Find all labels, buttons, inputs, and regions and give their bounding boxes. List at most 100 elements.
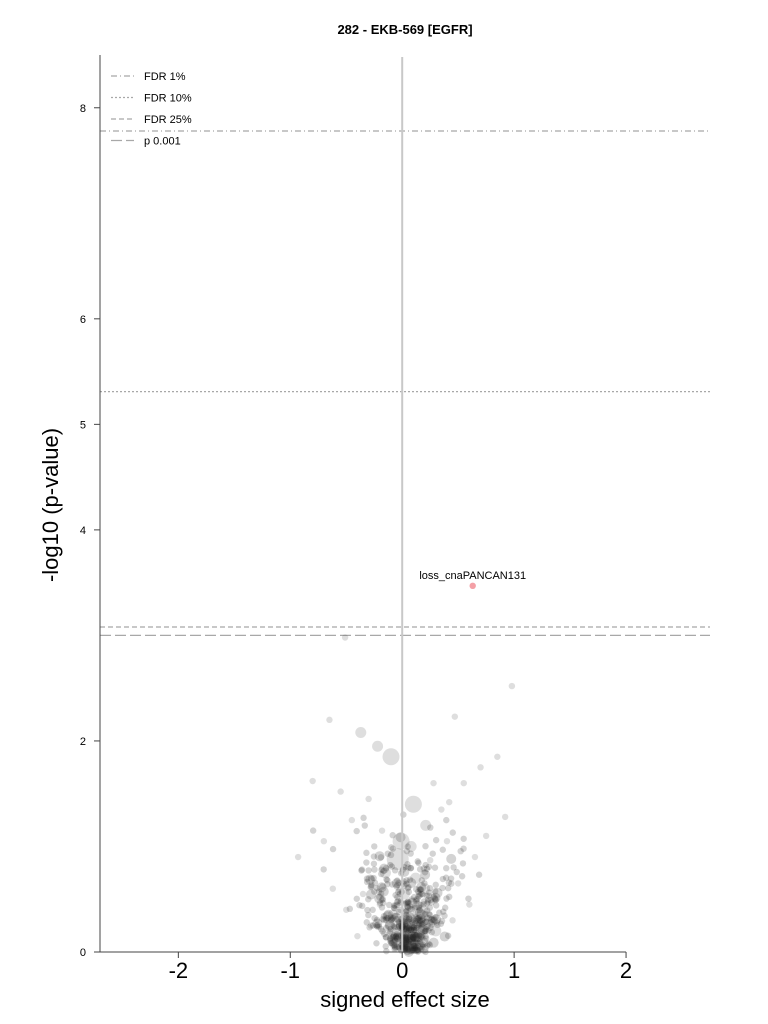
data-point [415,859,422,867]
data-point [413,924,420,931]
data-point [429,916,436,924]
data-point [409,946,416,954]
data-point [405,883,412,891]
data-point [402,936,409,944]
data-point [402,923,409,930]
data-point [460,845,467,852]
data-point [416,909,427,920]
data-point [436,909,443,916]
data-point [377,854,385,861]
data-point [410,926,418,934]
data-point [405,942,413,950]
data-point [408,925,416,932]
data-point [363,919,370,926]
data-point [379,895,386,903]
data-point [425,940,432,948]
data-point [426,856,434,864]
data-point [389,934,396,941]
data-point [422,918,430,925]
data-point [400,811,407,818]
data-point [439,846,446,853]
data-point [439,875,447,883]
data-point [395,918,402,925]
data-point [406,931,413,938]
data-point [425,910,433,918]
data-point [378,827,386,834]
data-point [365,889,376,900]
data-point [409,938,417,945]
data-point [410,916,417,923]
data-point [408,905,415,913]
data-point [423,865,431,873]
data-point [414,915,422,922]
data-point [376,893,383,901]
data-point [320,866,327,873]
data-point [360,814,367,822]
data-point [419,917,426,924]
data-point [430,779,437,787]
data-point [406,937,414,944]
data-point [432,887,443,898]
data-point [377,890,385,897]
data-point [415,893,422,900]
data-point [341,634,349,641]
data-point [320,837,328,845]
data-point [369,906,376,914]
data-point [459,860,467,867]
data-point [419,931,426,939]
data-point [410,942,418,950]
data-point [361,822,368,829]
data-point [421,928,428,935]
data-point [388,932,406,950]
data-point [401,943,409,950]
data-point [370,853,378,860]
data-point [395,920,406,931]
data-point [410,935,417,942]
data-point [387,914,395,921]
data-point [443,895,450,902]
y-tick-label-1: 2 [80,736,86,748]
data-point [359,902,366,910]
threshold-lines [100,130,710,637]
data-point [384,920,395,931]
data-point [387,939,395,947]
data-point [409,939,420,950]
data-point [427,915,438,926]
data-point [393,901,401,909]
data-point [405,926,413,933]
data-point [382,933,390,941]
data-point [446,893,453,901]
data-point [379,896,386,903]
data-point [380,912,388,920]
data-point [405,925,412,932]
data-point [410,872,422,884]
y-tick-label-4: 6 [80,314,86,326]
data-point [416,917,424,924]
data-point [453,868,460,876]
data-point [396,887,403,894]
data-point [415,922,422,929]
data-point [423,924,431,931]
data-point [371,866,378,873]
data-point [413,915,420,923]
data-point [384,877,391,884]
data-point [424,907,431,914]
data-point [417,933,425,940]
data-point [475,871,483,878]
data-point [416,938,424,945]
data-point [423,892,431,899]
data-point [424,898,432,905]
y-tick-label-5: 8 [80,103,86,115]
data-point [415,921,422,928]
data-point [465,895,472,902]
data-point [373,940,380,947]
data-point [418,922,425,930]
data-point [430,925,442,937]
data-point [355,726,367,738]
data-point [326,716,333,724]
data-point [405,940,412,948]
data-point [343,906,350,913]
data-point [431,864,439,871]
data-point [422,926,430,933]
data-point [393,934,401,942]
